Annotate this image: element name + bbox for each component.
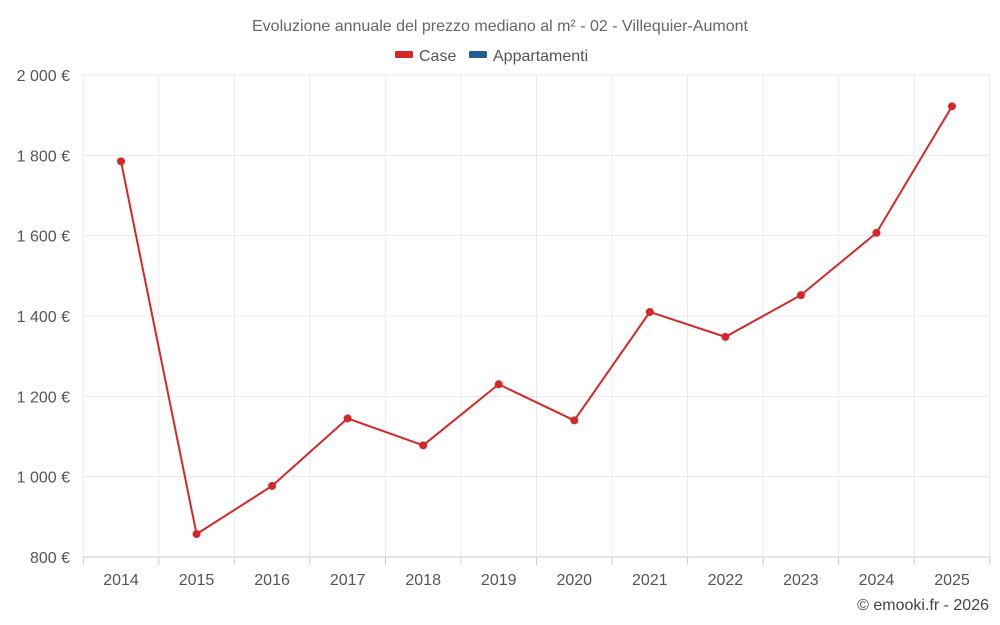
x-tick-label-2019: 2019 xyxy=(481,572,517,589)
series-line-case xyxy=(120,105,953,536)
legend-item-appartamenti[interactable]: Appartamenti xyxy=(469,48,588,65)
x-tick-label-2023: 2023 xyxy=(783,572,819,589)
x-tick-label-2020: 2020 xyxy=(556,572,592,589)
x-tick-label-2021: 2021 xyxy=(632,572,668,589)
x-tick-label-2017: 2017 xyxy=(330,572,366,589)
y-tick-label-1600: 1 600 € xyxy=(17,229,70,246)
data-point-2018[interactable] xyxy=(419,441,428,450)
legend: Case Appartamenti xyxy=(395,48,588,65)
x-tick-label-2016: 2016 xyxy=(254,572,290,589)
x-tick-label-2018: 2018 xyxy=(405,572,441,589)
y-tick-label-800: 800 € xyxy=(30,550,70,567)
data-point-2015[interactable] xyxy=(192,530,201,539)
data-point-2017[interactable] xyxy=(343,414,352,423)
y-tick-label-1200: 1 200 € xyxy=(17,389,70,406)
chart-title: Evoluzione annuale del prezzo mediano al… xyxy=(252,18,749,35)
legend-label-appartamenti: Appartamenti xyxy=(493,48,588,65)
x-tick-label-2015: 2015 xyxy=(179,572,215,589)
credit-text: © emooki.fr - 2026 xyxy=(857,597,989,614)
x-tick-label-2014: 2014 xyxy=(103,572,139,589)
x-axis-tick-labels: 2014 2015 2016 2017 2018 2019 2020 2021 2022 2023… xyxy=(103,572,970,589)
y-tick-label-2000: 2 000 € xyxy=(17,68,70,85)
y-axis-tick-labels: 800 € 1 000 € 1 200 € 1 400 € 1 600 € 1 800 €… xyxy=(17,68,70,567)
series-case xyxy=(117,102,956,539)
data-point-2016[interactable] xyxy=(268,481,277,490)
data-point-2020[interactable] xyxy=(570,416,579,425)
x-tick-label-2022: 2022 xyxy=(708,572,744,589)
data-point-2019[interactable] xyxy=(494,380,503,389)
legend-label-case: Case xyxy=(419,48,456,65)
data-point-2023[interactable] xyxy=(796,291,805,300)
data-point-2024[interactable] xyxy=(872,228,881,237)
x-gridlines xyxy=(82,75,991,565)
data-point-2025[interactable] xyxy=(948,102,956,111)
y-tick-label-1400: 1 400 € xyxy=(17,309,70,326)
legend-swatch-case xyxy=(395,51,413,58)
y-tick-label-1800: 1 800 € xyxy=(17,148,70,165)
data-point-2014[interactable] xyxy=(117,157,125,166)
data-point-2021[interactable] xyxy=(645,307,654,316)
legend-item-case[interactable]: Case xyxy=(395,48,456,65)
y-tick-label-1000: 1 000 € xyxy=(17,470,70,487)
data-point-2022[interactable] xyxy=(721,332,730,341)
x-tick-label-2024: 2024 xyxy=(859,572,895,589)
x-tick-label-2025: 2025 xyxy=(934,572,970,589)
legend-swatch-appartamenti xyxy=(469,51,487,58)
